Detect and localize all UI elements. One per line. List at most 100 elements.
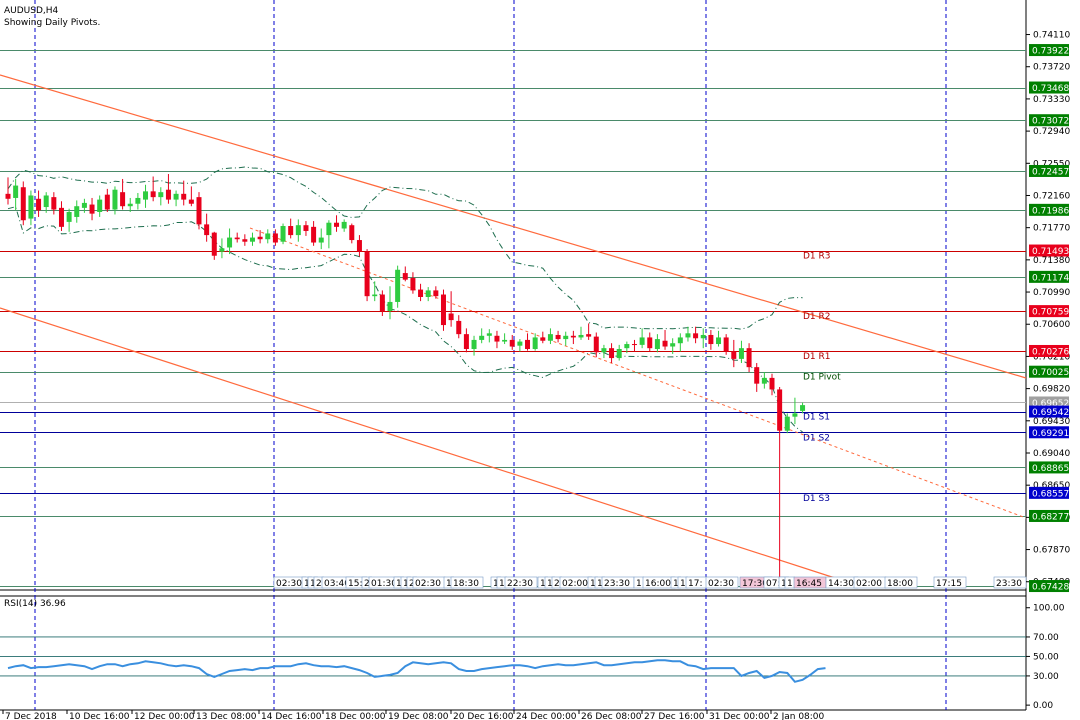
candle-body[interactable] [471, 339, 477, 349]
candle-body[interactable] [448, 313, 454, 321]
rsi-line[interactable] [7, 659, 826, 683]
candle-body[interactable] [731, 351, 737, 359]
candle-body[interactable] [670, 343, 676, 347]
candle-body[interactable] [234, 237, 240, 240]
candle-body[interactable] [81, 202, 87, 208]
candle-body[interactable] [601, 348, 607, 353]
candle-body[interactable] [249, 237, 255, 242]
candle-body[interactable] [486, 333, 492, 336]
candle-body[interactable] [716, 337, 722, 345]
candle-body[interactable] [647, 337, 653, 349]
candle-body[interactable] [127, 203, 133, 207]
candle-body[interactable] [609, 348, 615, 359]
candle-body[interactable] [570, 335, 576, 338]
candle-body[interactable] [540, 337, 546, 341]
candle-body[interactable] [418, 289, 424, 297]
candle-body[interactable] [280, 226, 286, 242]
candle-body[interactable] [334, 222, 340, 227]
candle-body[interactable] [196, 197, 202, 225]
candle-body[interactable] [379, 294, 385, 312]
candle-body[interactable] [356, 240, 362, 252]
candle-body[interactable] [509, 339, 515, 347]
candle-body[interactable] [227, 237, 233, 248]
candle-body[interactable] [800, 405, 806, 411]
candle-body[interactable] [173, 193, 179, 200]
candle-body[interactable] [66, 211, 72, 222]
candles-series[interactable] [5, 174, 806, 585]
candle-body[interactable] [104, 194, 110, 210]
candle-body[interactable] [555, 334, 561, 340]
candle-body[interactable] [754, 367, 760, 384]
candle-body[interactable] [219, 248, 225, 252]
candle-body[interactable] [135, 197, 141, 204]
candle-body[interactable] [685, 333, 691, 338]
candle-body[interactable] [387, 301, 393, 312]
candle-body[interactable] [502, 339, 508, 342]
candle-body[interactable] [318, 237, 324, 243]
candle-body[interactable] [761, 377, 767, 384]
candle-body[interactable] [784, 416, 790, 431]
candle-body[interactable] [89, 204, 95, 214]
candle-body[interactable] [204, 224, 210, 236]
candle-body[interactable] [28, 195, 34, 219]
candle-body[interactable] [639, 337, 645, 345]
candle-body[interactable] [425, 290, 431, 297]
candle-body[interactable] [43, 195, 49, 208]
candle-body[interactable] [433, 290, 439, 297]
candle-body[interactable] [112, 189, 118, 210]
candle-body[interactable] [364, 251, 370, 297]
candle-body[interactable] [693, 333, 699, 339]
candle-body[interactable] [631, 344, 637, 346]
candle-body[interactable] [708, 334, 714, 345]
candle-body[interactable] [288, 226, 294, 236]
candle-body[interactable] [158, 192, 164, 198]
candle-body[interactable] [58, 207, 64, 227]
candle-body[interactable] [525, 339, 531, 349]
candle-body[interactable] [563, 335, 569, 340]
candle-body[interactable] [792, 413, 798, 417]
candle-body[interactable] [36, 198, 42, 211]
candle-body[interactable] [120, 192, 126, 207]
candle-body[interactable] [662, 340, 668, 347]
candle-body[interactable] [463, 334, 469, 349]
candle-body[interactable] [440, 294, 446, 326]
candle-body[interactable] [395, 269, 401, 302]
candle-body[interactable] [532, 337, 538, 349]
candle-body[interactable] [654, 339, 660, 349]
candle-body[interactable] [769, 377, 775, 390]
candle-body[interactable] [181, 193, 187, 200]
candle-body[interactable] [303, 225, 309, 231]
candle-body[interactable] [700, 334, 706, 339]
candle-body[interactable] [402, 273, 408, 280]
candle-body[interactable] [5, 193, 11, 199]
candle-body[interactable] [547, 334, 553, 341]
candle-body[interactable] [326, 222, 332, 236]
candle-body[interactable] [494, 335, 500, 342]
candle-body[interactable] [677, 337, 683, 344]
candle-body[interactable] [456, 320, 462, 335]
candle-body[interactable] [257, 236, 263, 240]
candle-body[interactable] [738, 348, 744, 359]
candle-body[interactable] [586, 334, 592, 337]
candle-body[interactable] [593, 336, 599, 353]
candle-body[interactable] [777, 389, 783, 431]
candle-body[interactable] [295, 225, 301, 236]
candle-body[interactable] [341, 221, 347, 229]
candle-body[interactable] [165, 189, 171, 200]
candle-body[interactable] [211, 232, 217, 256]
candle-body[interactable] [51, 197, 57, 210]
candle-body[interactable] [311, 226, 317, 243]
candle-body[interactable] [13, 185, 19, 198]
candle-body[interactable] [723, 337, 729, 352]
candle-body[interactable] [578, 334, 584, 338]
candle-body[interactable] [188, 199, 194, 204]
candle-body[interactable] [265, 233, 271, 240]
candle-body[interactable] [272, 233, 278, 243]
candle-body[interactable] [479, 335, 485, 340]
candle-body[interactable] [624, 344, 630, 349]
candle-body[interactable] [143, 191, 149, 200]
candle-body[interactable] [517, 341, 523, 346]
candle-body[interactable] [746, 348, 752, 368]
candle-body[interactable] [349, 225, 355, 241]
